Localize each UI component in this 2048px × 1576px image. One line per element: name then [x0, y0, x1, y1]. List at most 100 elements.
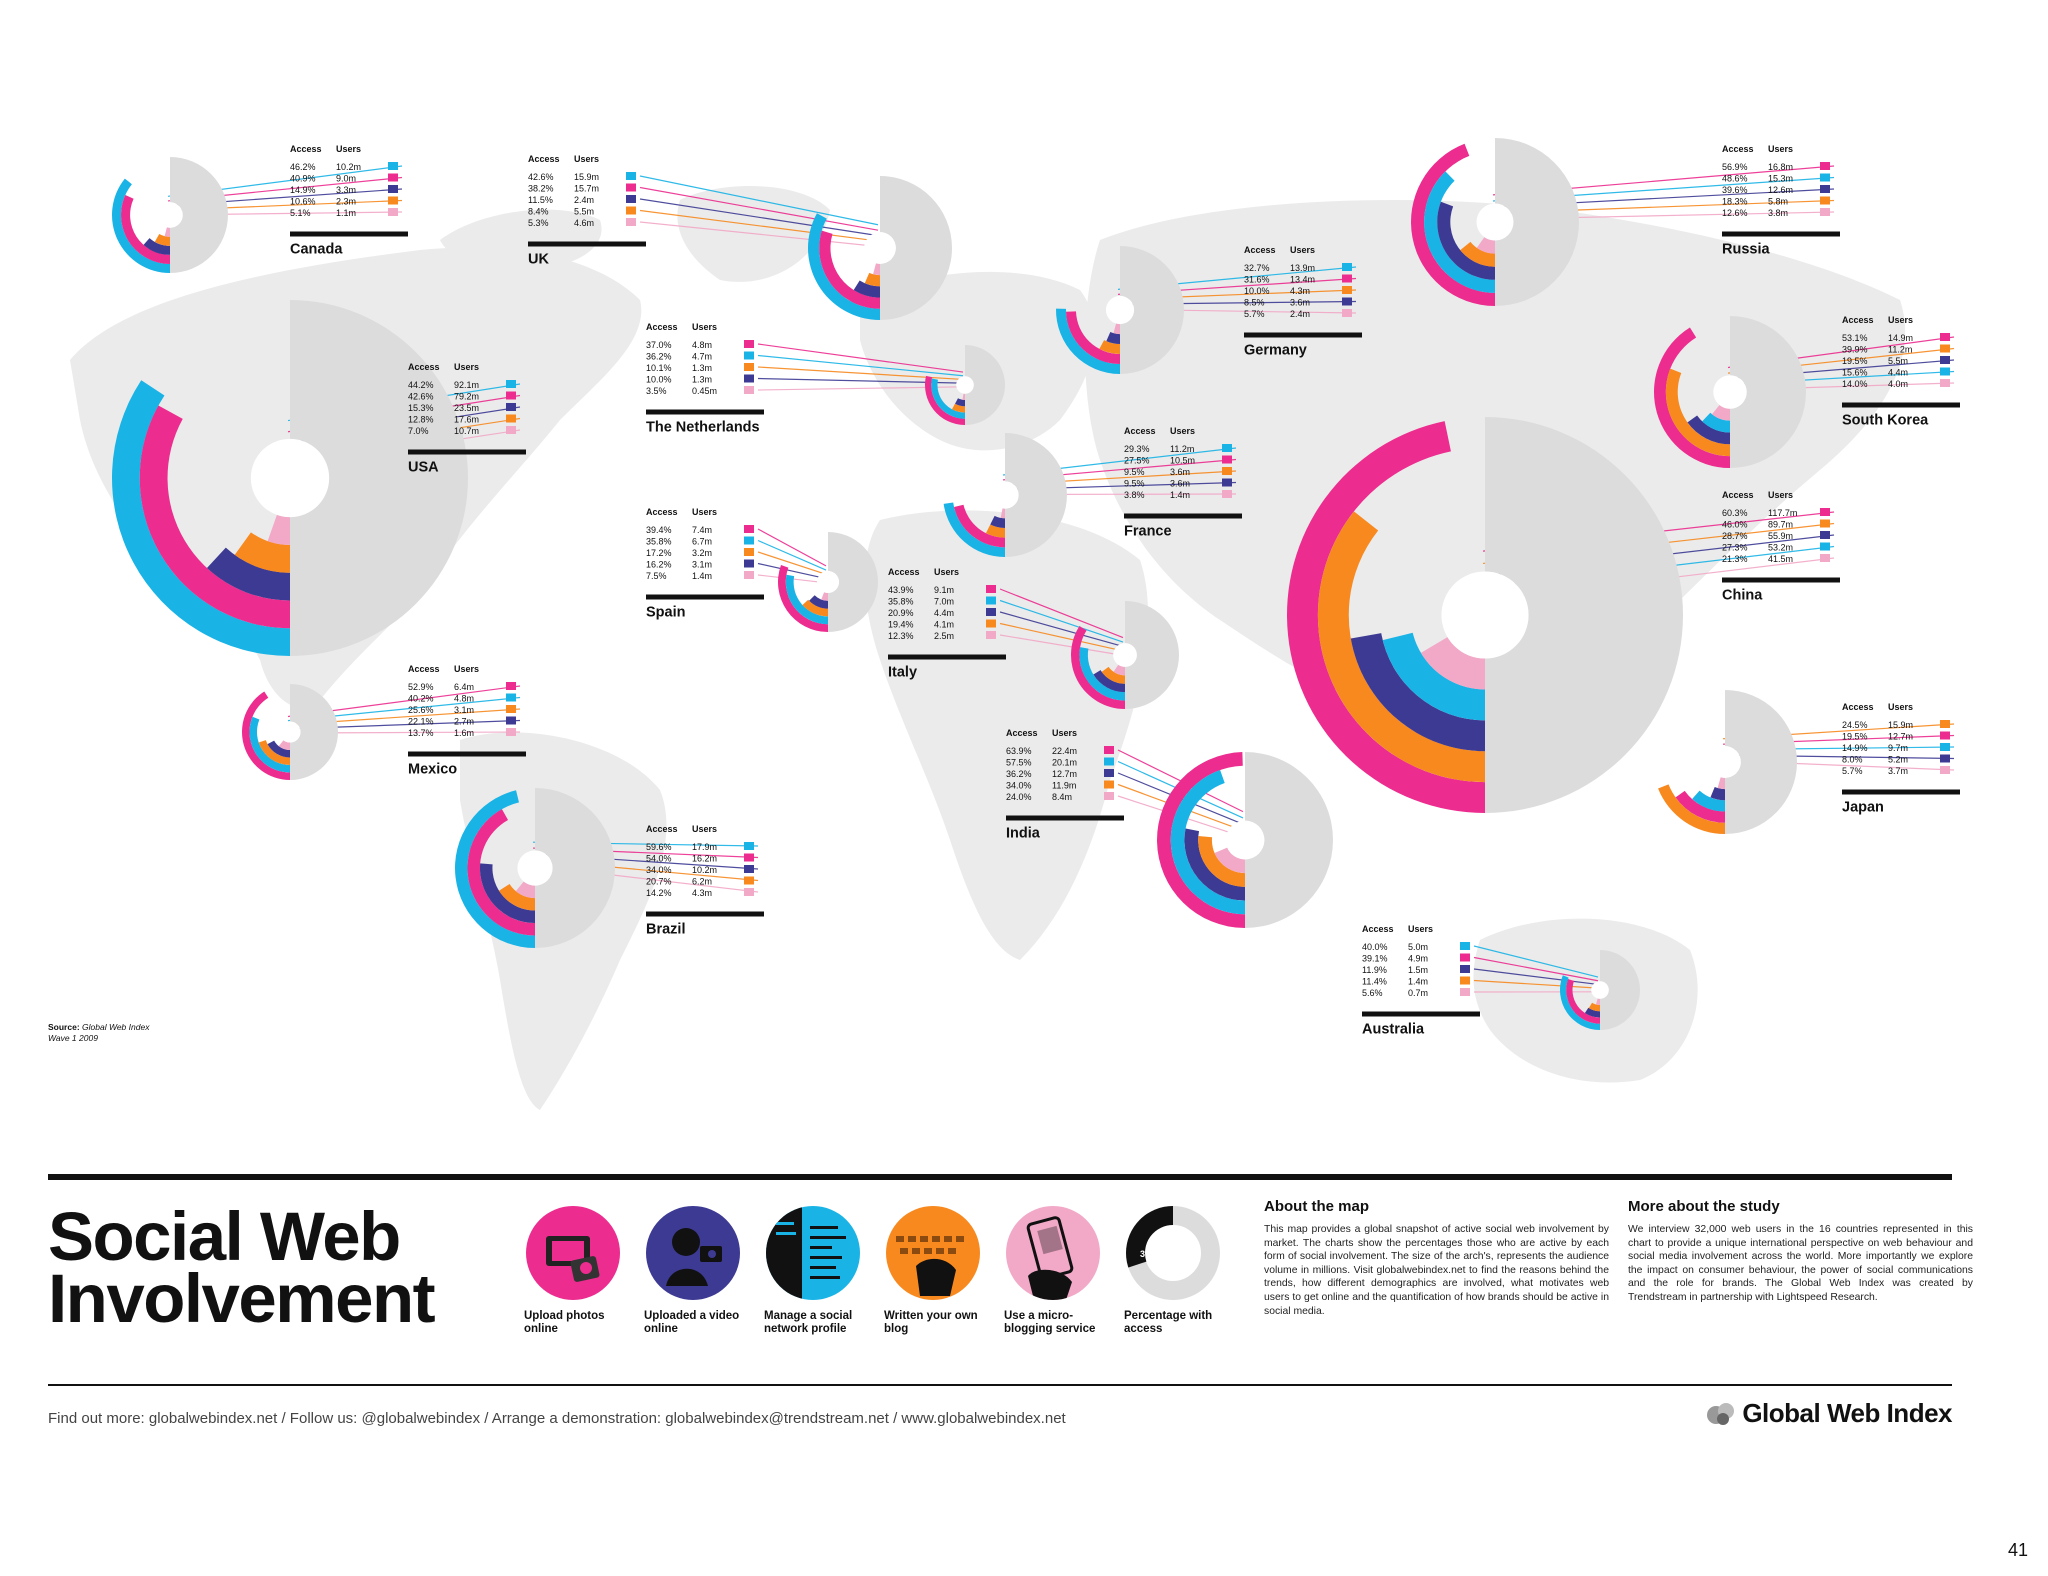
donut-the-netherlands: [925, 345, 1005, 425]
users-value: 5.0m: [1408, 942, 1428, 952]
source-note: Source: Global Web Index Wave 1 2009: [48, 1022, 149, 1044]
camera-icon-swatch: [506, 682, 516, 690]
access-value: 27.5%: [1124, 456, 1150, 466]
users-value: 15.7m: [574, 184, 599, 194]
users-value: 4.1m: [934, 620, 954, 630]
users-value: 2.3m: [336, 197, 356, 207]
access-badge-label: 30%: [1140, 1249, 1158, 1259]
table-header-access: Access: [646, 322, 678, 332]
table-mexico: Access Users 52.9% 6.4m 40.2% 4.8m 25.6% 3.1m 22…: [408, 664, 526, 778]
keyboard-icon-swatch: [1940, 344, 1950, 353]
users-value: 3.6m: [1170, 479, 1190, 489]
arc-brazil-social: [454, 790, 535, 948]
legend-item-blog: Written your own blog: [884, 1206, 1004, 1336]
arc-usa-blog: [234, 532, 290, 573]
access-value: 36.2%: [1006, 769, 1032, 779]
access-value: 38.2%: [528, 184, 554, 194]
access-value: 44.2%: [408, 380, 434, 390]
arc-china-blog: [1317, 511, 1485, 783]
access-value: 39.6%: [1722, 185, 1748, 195]
phone-icon-swatch: [1104, 792, 1114, 800]
users-value: 12.7m: [1888, 732, 1913, 742]
table-header-users: Users: [1768, 144, 1793, 154]
keyboard-icon-swatch: [1940, 720, 1950, 728]
users-value: 9.7m: [1888, 743, 1908, 753]
users-value: 55.9m: [1768, 531, 1793, 541]
camera-icon-swatch: [744, 525, 754, 533]
table-rule-mexico: [408, 751, 526, 757]
connector-the-netherlands-social: [757, 354, 964, 377]
users-value: 2.7m: [454, 717, 474, 727]
video-icon-swatch: [1222, 478, 1232, 487]
access-value: 14.9%: [290, 185, 316, 195]
keyboard-icon-swatch: [744, 363, 754, 371]
arc-china-video: [1350, 633, 1485, 752]
access-value: 40.0%: [1362, 942, 1388, 952]
profile-icon-swatch: [388, 162, 398, 170]
users-value: 1.1m: [336, 208, 356, 218]
arc-south-korea-video: [1687, 415, 1730, 445]
access-value: 48.6%: [1722, 174, 1748, 184]
table-brazil: Access Users 59.6% 17.9m 54.0% 16.2m 34.0% 10.2…: [646, 824, 764, 938]
camera-icon-swatch: [388, 173, 398, 182]
users-value: 0.7m: [1408, 988, 1428, 998]
country-name-the-netherlands: The Netherlands: [646, 420, 760, 436]
users-value: 6.4m: [454, 682, 474, 692]
table-rule-australia: [1362, 1011, 1480, 1017]
access-value: 20.9%: [888, 608, 914, 618]
phone-icon-swatch: [1820, 554, 1830, 562]
keyboard-icon-swatch: [1342, 286, 1352, 294]
connector-the-netherlands-photos: [757, 343, 964, 373]
access-value: 19.5%: [1842, 732, 1868, 742]
table-rule-south-korea: [1842, 402, 1960, 408]
profile-icon-swatch: [1222, 444, 1232, 452]
users-value: 5.2m: [1888, 755, 1908, 765]
access-value: 14.0%: [1842, 379, 1868, 389]
arc-france-video: [990, 515, 1005, 528]
video-icon-swatch: [986, 608, 996, 616]
access-value: 42.6%: [528, 172, 554, 182]
camera-icon-swatch: [744, 340, 754, 348]
users-value: 3.7m: [1888, 766, 1908, 776]
arc-uk-video: [853, 280, 880, 298]
arc-australia-blog: [1588, 1002, 1600, 1012]
legend-item-photos: Upload photos online: [524, 1206, 644, 1336]
users-value: 8.4m: [1052, 792, 1072, 802]
donut-hole-japan: [1709, 746, 1741, 778]
users-value: 14.9m: [1888, 333, 1913, 343]
arc-russia-blog: [1460, 241, 1495, 267]
arc-italy-video: [1093, 670, 1125, 693]
arc-italy-micro: [1113, 664, 1125, 676]
arc-japan-micro: [1717, 777, 1725, 790]
arc-uk-blog: [864, 272, 880, 287]
country-name-spain: Spain: [646, 605, 685, 621]
camera-icon-swatch: [744, 853, 754, 862]
donut-russia: [1410, 138, 1579, 306]
donut-germany: [1055, 246, 1184, 374]
users-value: 53.2m: [1768, 543, 1793, 553]
access-value: 5.7%: [1244, 309, 1265, 319]
connector-italy-video: [999, 611, 1124, 648]
footer-links[interactable]: Find out more: globalwebindex.net / Foll…: [48, 1410, 1066, 1427]
connector-uk-social: [639, 175, 879, 226]
profile-icon-swatch: [1820, 173, 1830, 182]
video-icon-swatch: [1940, 356, 1950, 364]
country-name-india: India: [1006, 826, 1041, 842]
connector-australia-social: [1473, 945, 1599, 978]
video-icon-swatch: [1342, 297, 1352, 306]
keyboard-icon-swatch: [506, 705, 516, 713]
donut-hole-france: [991, 481, 1019, 509]
keyboard-icon-swatch: [1222, 467, 1232, 475]
access-half-mexico: [290, 684, 338, 780]
access-value: 59.6%: [646, 842, 672, 852]
access-value: 56.9%: [1722, 162, 1748, 172]
users-value: 3.1m: [454, 705, 474, 715]
access-half-china: [1485, 417, 1683, 813]
access-value: 16.2%: [646, 560, 672, 570]
users-value: 4.4m: [1888, 368, 1908, 378]
access-value: 3.5%: [646, 386, 667, 396]
video-icon-swatch: [1104, 769, 1114, 777]
profile-icon-swatch: [1820, 542, 1830, 551]
table-usa: Access Users 44.2% 92.1m 42.6% 79.2m 15.3% 23.5…: [408, 362, 526, 476]
